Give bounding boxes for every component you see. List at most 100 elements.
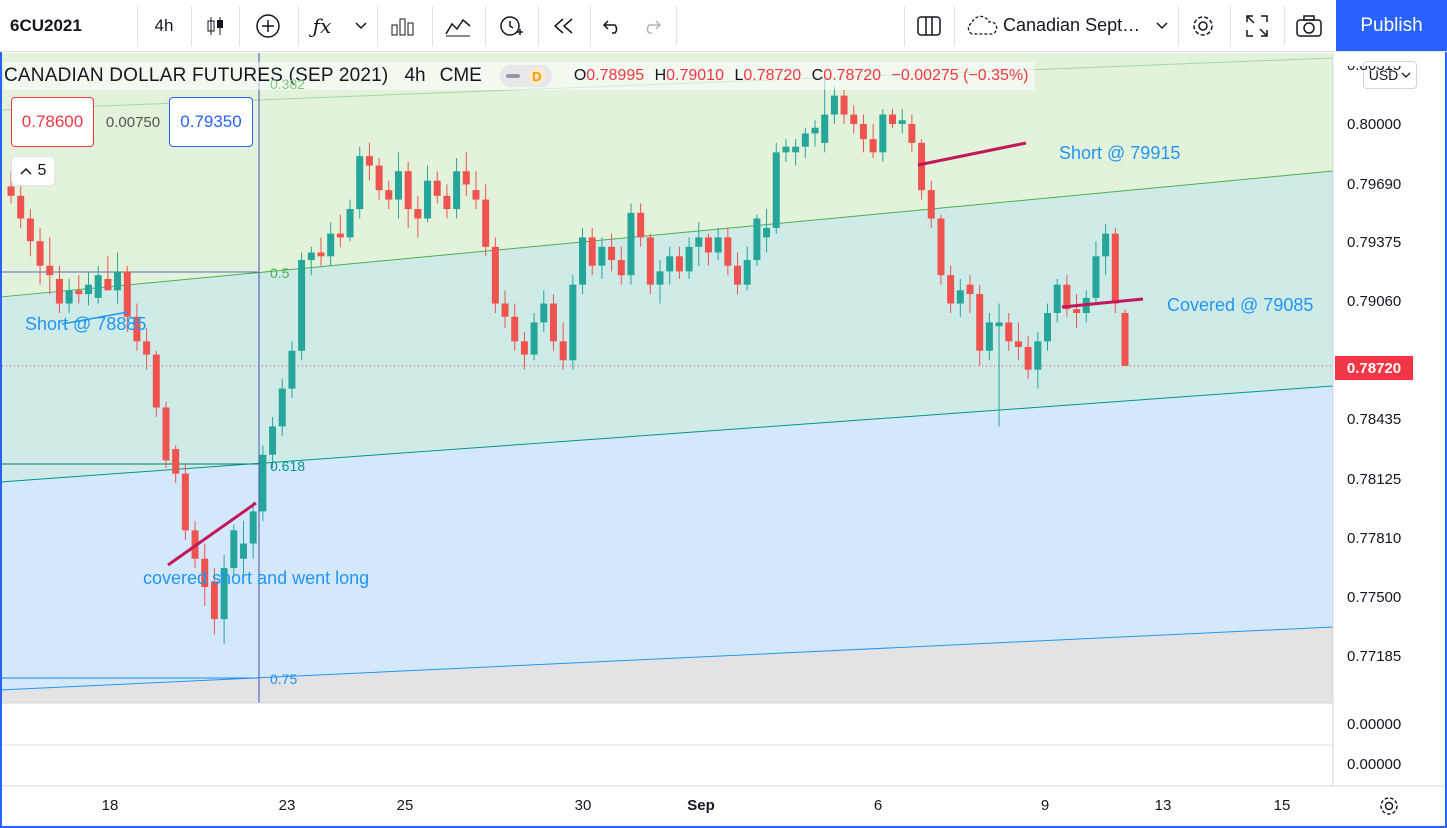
candle-body: [608, 246, 616, 261]
candle-body: [375, 165, 383, 191]
candle-body: [821, 114, 829, 143]
redo-icon[interactable]: [636, 0, 666, 51]
candle-body: [172, 449, 180, 474]
fib-zone-mid: [2, 171, 1333, 482]
candle-body: [792, 146, 800, 153]
chart-layout-name[interactable]: Canadian Sept…: [1003, 15, 1141, 35]
collapse-indicators-button[interactable]: 5: [12, 157, 54, 185]
alert-icon[interactable]: [492, 0, 530, 51]
publish-button[interactable]: Publish: [1336, 0, 1447, 51]
series-legend[interactable]: CANADIAN DOLLAR FUTURES (SEP 2021) 4h CM…: [4, 62, 1035, 90]
fx-icon[interactable]: ƒx: [312, 13, 332, 38]
candle-body: [956, 290, 964, 304]
price-tick: 0.80315: [1347, 66, 1401, 75]
fib-label-0618: 0.618: [270, 458, 306, 474]
candle-body: [617, 260, 625, 276]
candle-body: [985, 322, 993, 351]
candle-body: [501, 303, 509, 317]
candle-body: [569, 284, 577, 361]
candle-body: [433, 180, 441, 196]
chevron-down-icon[interactable]: [349, 0, 373, 51]
sell-button[interactable]: 0.78600: [11, 97, 94, 147]
camera-icon[interactable]: [1292, 0, 1326, 51]
candle-body: [559, 341, 567, 361]
fib-line-075: [1, 626, 1334, 691]
symbol-search[interactable]: 6CU2021: [10, 15, 82, 35]
annotation-covered-long[interactable]: covered short and went long: [143, 568, 370, 588]
candle-body: [782, 146, 790, 153]
candle-body: [404, 171, 412, 210]
candles-icon[interactable]: [197, 0, 233, 51]
price-tick: 0.78435: [1347, 411, 1402, 428]
candle-body: [298, 260, 306, 351]
price-tick: 0.77500: [1347, 589, 1402, 606]
divider: [1284, 6, 1285, 46]
delayed-badge: D: [527, 67, 546, 85]
time-tick: 30: [574, 797, 592, 814]
candle-body: [1005, 322, 1013, 342]
candle-body: [1024, 347, 1032, 370]
candle-body: [336, 233, 344, 238]
candle-body: [7, 186, 15, 196]
chart-container[interactable]: [0, 52, 1447, 828]
replay-icon[interactable]: [546, 0, 582, 51]
candle-body: [55, 278, 63, 304]
data-status-pill[interactable]: D: [499, 65, 552, 87]
add-indicator-icon[interactable]: [250, 0, 286, 51]
candle-body: [511, 316, 519, 342]
buy-button[interactable]: 0.79350: [169, 97, 253, 147]
chevron-down-icon[interactable]: [1150, 0, 1174, 51]
arrow-short-1: [61, 311, 129, 325]
fullscreen-icon[interactable]: [1240, 0, 1274, 51]
trendline-long-entry: [167, 501, 257, 567]
candle-body: [685, 246, 693, 272]
candle-body: [627, 212, 635, 276]
candle-body: [443, 195, 451, 210]
undo-icon[interactable]: [598, 0, 628, 51]
divider: [904, 6, 905, 46]
annotation-covered-2[interactable]: Covered @ 79085: [1167, 295, 1314, 315]
candle-body: [734, 265, 742, 285]
time-tick: Sep: [687, 797, 715, 814]
templates-icon[interactable]: [440, 0, 476, 51]
legend-exchange: CME: [439, 65, 482, 86]
fib-label-075: 0.75: [270, 671, 298, 687]
gear-icon[interactable]: [1378, 795, 1400, 817]
candle-body: [937, 218, 945, 276]
candle-body: [947, 275, 955, 304]
candle-body: [482, 199, 490, 247]
candle-body: [26, 218, 34, 242]
collapse-count: 5: [37, 162, 47, 179]
candle-body: [801, 133, 809, 147]
candle-body: [666, 256, 674, 272]
candle-body: [201, 558, 209, 588]
candle-body: [976, 294, 984, 351]
candle-body: [385, 190, 393, 200]
currency-selector[interactable]: USD: [1363, 61, 1417, 89]
candle-body: [1053, 284, 1061, 313]
candle-body: [840, 95, 848, 115]
candle-body: [724, 237, 732, 266]
annotation-short-1[interactable]: Short @ 78885: [25, 314, 147, 334]
candle-body: [414, 209, 422, 219]
annotation-short-2[interactable]: Short @ 79915: [1059, 143, 1181, 163]
candle-body: [75, 290, 83, 295]
interval-button[interactable]: 4h: [154, 15, 174, 35]
layout-icon[interactable]: [912, 0, 946, 51]
candle-body: [104, 278, 112, 291]
candle-body: [772, 152, 780, 228]
candle-body: [1044, 312, 1052, 342]
candle-body: [966, 284, 974, 295]
candle-body: [753, 218, 761, 261]
candle-body: [259, 454, 267, 512]
candle-body: [143, 341, 151, 355]
time-tick: 18: [101, 797, 119, 814]
spread-value: 0.00750: [105, 113, 161, 131]
candle-body: [598, 246, 606, 266]
candle-body: [36, 241, 44, 266]
bars-icon[interactable]: [385, 0, 421, 51]
gear-icon[interactable]: [1186, 0, 1220, 51]
candle-body: [898, 120, 906, 124]
candle-body: [908, 124, 916, 143]
